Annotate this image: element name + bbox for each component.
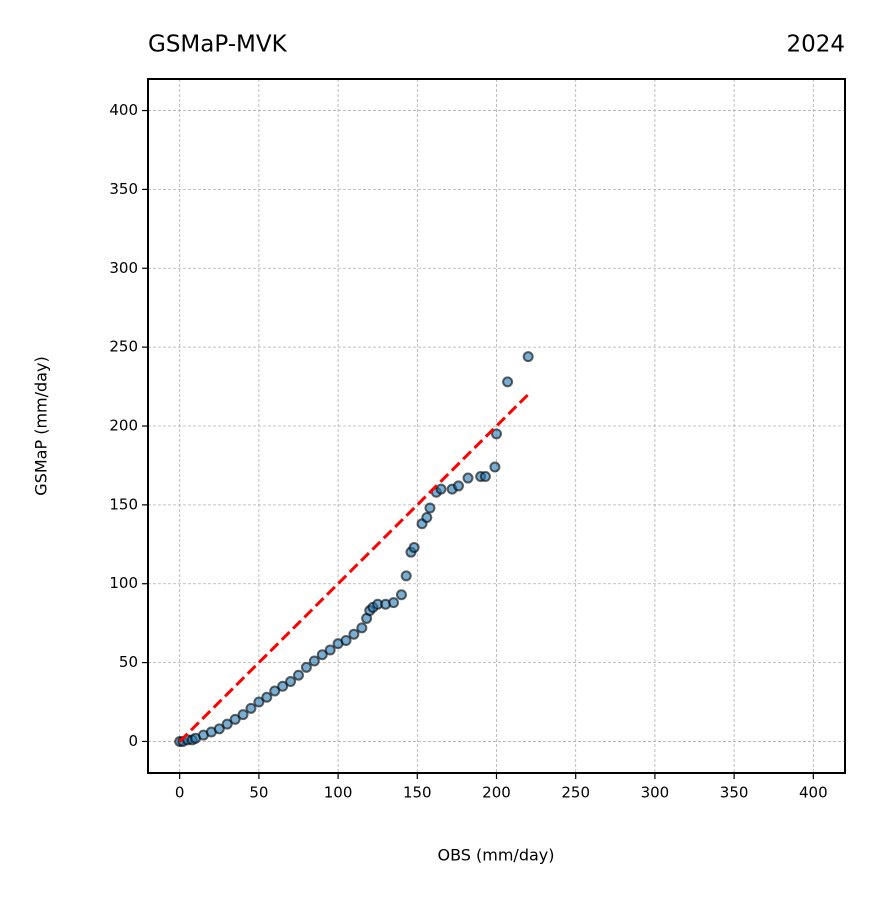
scatter-point <box>356 622 368 634</box>
scatter-point <box>316 649 328 661</box>
scatter-point <box>452 480 464 492</box>
scatter-point <box>340 635 352 647</box>
x-tick-label: 0 <box>175 784 185 802</box>
plot-frame <box>147 78 846 774</box>
scatter-point <box>388 597 400 609</box>
scatter-point <box>502 376 514 388</box>
x-tick-label: 250 <box>561 784 590 802</box>
scatter-point <box>489 461 501 473</box>
x-tick-label: 200 <box>482 784 511 802</box>
chart-title-right: 2024 <box>786 32 845 58</box>
scatter-point <box>245 702 257 714</box>
scatter-point <box>229 713 241 725</box>
scatter-point <box>308 655 320 667</box>
y-tick-label: 200 <box>109 417 138 435</box>
x-tick-label: 400 <box>799 784 828 802</box>
scatter-point <box>400 570 412 582</box>
x-axis-label: OBS (mm/day) <box>437 846 554 865</box>
reference-line <box>178 393 530 743</box>
scatter-point <box>479 470 491 482</box>
y-tick-label: 350 <box>109 180 138 198</box>
x-tick-label: 100 <box>324 784 353 802</box>
x-tick-label: 50 <box>249 784 268 802</box>
y-tick-label: 250 <box>109 338 138 356</box>
scatter-point <box>424 502 436 514</box>
scatter-point <box>213 723 225 735</box>
scatter-point <box>395 589 407 601</box>
scatter-point <box>285 676 297 688</box>
scatter-point <box>261 691 273 703</box>
x-tick-label: 150 <box>403 784 432 802</box>
y-tick-label: 100 <box>109 574 138 592</box>
scatter-point <box>324 644 336 656</box>
scatter-point <box>292 669 304 681</box>
scatter-point <box>491 428 502 440</box>
scatter-point <box>522 351 534 363</box>
scatter-point <box>348 628 360 640</box>
y-tick-label: 150 <box>109 495 138 513</box>
scatter-point <box>462 472 474 484</box>
x-tick-label: 350 <box>720 784 749 802</box>
scatter-point <box>408 541 420 553</box>
scatter-point <box>221 718 233 730</box>
y-axis-label: GSMaP (mm/day) <box>32 356 51 495</box>
y-tick-label: 50 <box>119 653 138 671</box>
scatter-point <box>300 661 312 673</box>
scatter-point <box>277 680 289 692</box>
scatter-point <box>435 483 447 495</box>
y-tick-label: 0 <box>128 732 138 750</box>
scatter-point <box>421 511 433 523</box>
x-tick-label: 300 <box>641 784 670 802</box>
scatter-point <box>237 709 249 721</box>
y-tick-label: 400 <box>109 101 138 119</box>
chart-title: GSMaP-MVK <box>148 32 288 58</box>
scatter-point <box>269 685 281 697</box>
scatter-point <box>253 696 265 708</box>
y-tick-label: 300 <box>109 259 138 277</box>
